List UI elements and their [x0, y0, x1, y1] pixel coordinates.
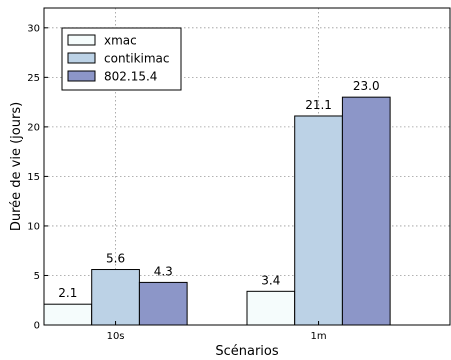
y-tick-label: 15 — [27, 172, 40, 183]
bar-contikimac-10s — [91, 269, 140, 326]
bar-xmac-1m — [246, 290, 296, 326]
legend-label: contikimac — [104, 52, 170, 66]
bars — [43, 96, 391, 326]
bar-xmac-10s — [43, 303, 93, 326]
data-label: 23.0 — [353, 79, 380, 93]
data-label: 4.3 — [154, 264, 173, 278]
y-axis-ticks: 0 5 10 15 20 25 30 — [27, 23, 48, 332]
y-tick-label: 25 — [27, 73, 40, 84]
y-tick-label: 5 — [34, 271, 40, 282]
bar-802.15.4-1m — [341, 96, 391, 326]
data-label: 3.4 — [261, 273, 280, 287]
data-label: 2.1 — [58, 286, 77, 300]
legend-swatch — [67, 52, 96, 64]
legend: xmac contikimac 802.15.4 — [61, 27, 182, 91]
x-axis-label: Scénarios — [215, 344, 279, 359]
x-tick-label: 10s — [107, 331, 125, 342]
data-labels: 2.1 3.4 5.6 21.1 4.3 23.0 — [58, 79, 379, 300]
x-tick-label: 1m — [311, 331, 327, 342]
plot-frame — [43, 7, 451, 326]
data-label: 5.6 — [106, 252, 125, 266]
legend-swatch — [67, 34, 96, 46]
y-tick-label: 30 — [27, 23, 40, 34]
y-axis-label: Durée de vie (jours) — [9, 102, 24, 231]
bar-802.15.4-10s — [138, 281, 188, 326]
y-tick-label: 20 — [27, 122, 40, 133]
bar-contikimac-1m — [294, 115, 343, 326]
y-tick-label: 10 — [27, 221, 40, 232]
legend-swatch — [67, 70, 96, 82]
legend-label: xmac — [104, 34, 137, 48]
x-axis-ticks: 10s 1m — [107, 321, 327, 342]
y-tick-label: 0 — [34, 321, 40, 332]
legend-label: 802.15.4 — [104, 70, 157, 84]
data-label: 21.1 — [305, 98, 332, 112]
